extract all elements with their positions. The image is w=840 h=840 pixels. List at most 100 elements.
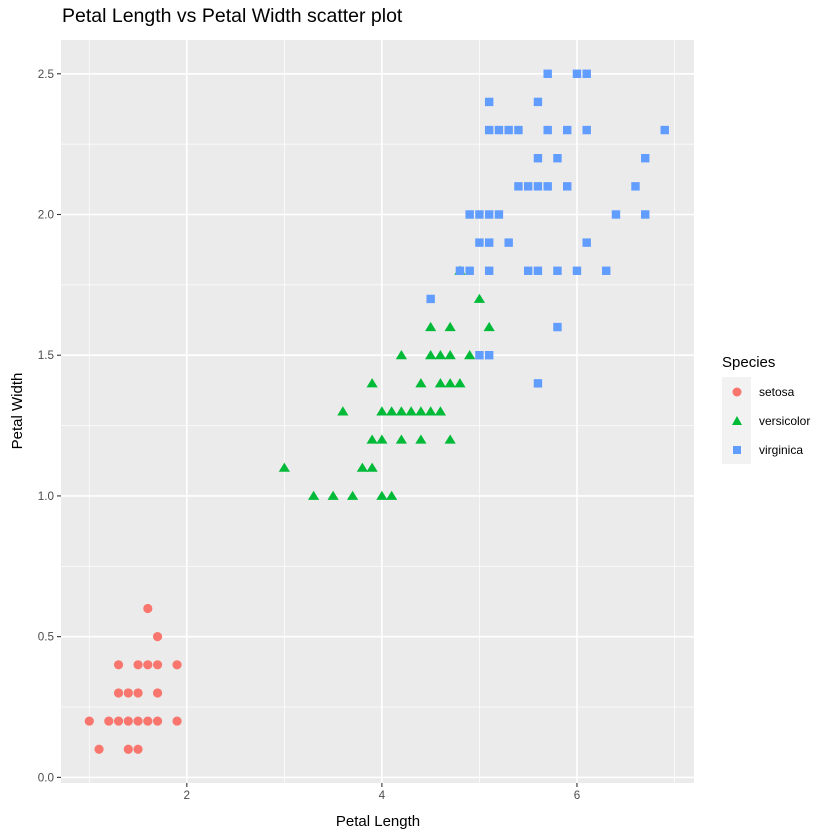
data-point-virginica (484, 210, 494, 219)
data-point-virginica (582, 238, 591, 247)
x-tick-label: 6 (574, 789, 581, 802)
data-point-virginica (523, 266, 533, 275)
y-tick-label: 0.5 (38, 631, 55, 644)
data-point-versicolor (434, 378, 447, 388)
data-point-virginica (582, 69, 591, 78)
data-point-versicolor (395, 350, 407, 360)
data-point-virginica (484, 238, 494, 247)
data-point-virginica (572, 69, 582, 78)
data-point-versicolor (366, 462, 378, 472)
data-point-versicolor (366, 434, 378, 444)
data-point-versicolor (376, 434, 388, 444)
data-point-versicolor (434, 406, 447, 416)
data-point-virginica (465, 210, 474, 219)
data-point-setosa (152, 716, 163, 726)
legend-item-setosa: setosa (722, 377, 810, 406)
data-point-virginica (553, 322, 562, 332)
y-axis: 0.0 0.5 1.0 1.5 2.0 2.5 (38, 68, 61, 784)
y-tick-label: 0.0 (38, 771, 55, 784)
data-point-versicolor (434, 350, 447, 360)
data-point-virginica (641, 210, 650, 219)
data-point-virginica (572, 266, 582, 275)
data-point-virginica (563, 182, 572, 191)
y-tick-label: 1.0 (38, 490, 55, 503)
data-point-versicolor (444, 434, 456, 444)
y-axis-title: Petal Width (9, 373, 26, 450)
data-point-setosa (113, 660, 124, 670)
data-point-versicolor (356, 462, 368, 472)
x-axis-title: Petal Length (336, 813, 420, 830)
data-point-setosa (123, 744, 133, 754)
data-point-setosa (172, 716, 182, 726)
data-point-virginica (553, 154, 562, 163)
legend-item-versicolor: versicolor (722, 406, 810, 435)
data-point-setosa (143, 716, 153, 726)
data-point-setosa (133, 688, 143, 698)
data-point-versicolor (278, 462, 290, 472)
data-point-versicolor (415, 406, 427, 416)
plot-panel (61, 40, 694, 783)
data-point-setosa (133, 660, 143, 670)
data-point-versicolor (473, 293, 486, 303)
data-point-versicolor (347, 490, 359, 500)
data-point-versicolor (405, 406, 417, 416)
data-point-virginica (533, 266, 543, 275)
data-point-setosa (152, 632, 163, 642)
data-point-setosa (143, 603, 153, 614)
data-point-versicolor (327, 490, 339, 500)
square-icon (732, 445, 741, 454)
data-point-virginica (514, 125, 523, 135)
x-axis: 2 4 6 (184, 783, 581, 802)
legend-title: Species (722, 354, 776, 371)
data-point-versicolor (366, 378, 378, 388)
data-point-versicolor (464, 350, 476, 360)
data-point-virginica (553, 266, 562, 275)
data-point-setosa (172, 660, 182, 670)
data-point-versicolor (483, 321, 495, 332)
data-point-virginica (563, 125, 572, 135)
data-point-setosa (123, 716, 133, 726)
data-point-virginica (602, 266, 611, 275)
data-point-virginica (533, 154, 543, 163)
data-point-virginica (641, 154, 650, 163)
data-point-setosa (152, 688, 163, 698)
data-point-setosa (133, 744, 143, 754)
data-point-virginica (523, 182, 533, 191)
data-point-virginica (582, 125, 591, 135)
data-point-virginica (494, 210, 504, 219)
minor-gridlines (61, 40, 694, 783)
data-point-versicolor (386, 406, 398, 416)
data-point-virginica (484, 351, 494, 360)
chart-title: Petal Length vs Petal Width scatter plot (62, 5, 403, 27)
data-point-versicolor (395, 406, 407, 416)
data-point-setosa (133, 716, 143, 726)
data-point-setosa (113, 716, 124, 726)
data-point-virginica (455, 266, 465, 275)
data-point-virginica (504, 238, 513, 247)
data-point-virginica (533, 97, 543, 107)
data-point-virginica (475, 351, 484, 360)
data-point-virginica (465, 266, 474, 275)
data-point-setosa (123, 688, 133, 698)
data-point-versicolor (425, 350, 437, 360)
data-points (84, 69, 669, 754)
data-point-versicolor (337, 406, 349, 416)
data-point-setosa (143, 660, 153, 670)
data-point-setosa (84, 716, 94, 726)
data-point-virginica (484, 266, 494, 275)
data-point-setosa (113, 688, 124, 698)
data-point-virginica (631, 182, 640, 191)
data-point-versicolor (415, 434, 427, 444)
legend-item-virginica: virginica (722, 435, 810, 464)
data-point-virginica (494, 125, 504, 135)
x-tick-label: 4 (379, 789, 386, 802)
data-point-setosa (152, 660, 163, 670)
data-point-versicolor (376, 490, 388, 500)
data-point-virginica (484, 125, 494, 135)
data-point-versicolor (386, 490, 398, 500)
data-point-versicolor (444, 350, 456, 360)
circle-icon (732, 387, 741, 396)
triangle-icon (731, 415, 742, 425)
y-tick-label: 1.5 (38, 349, 55, 362)
